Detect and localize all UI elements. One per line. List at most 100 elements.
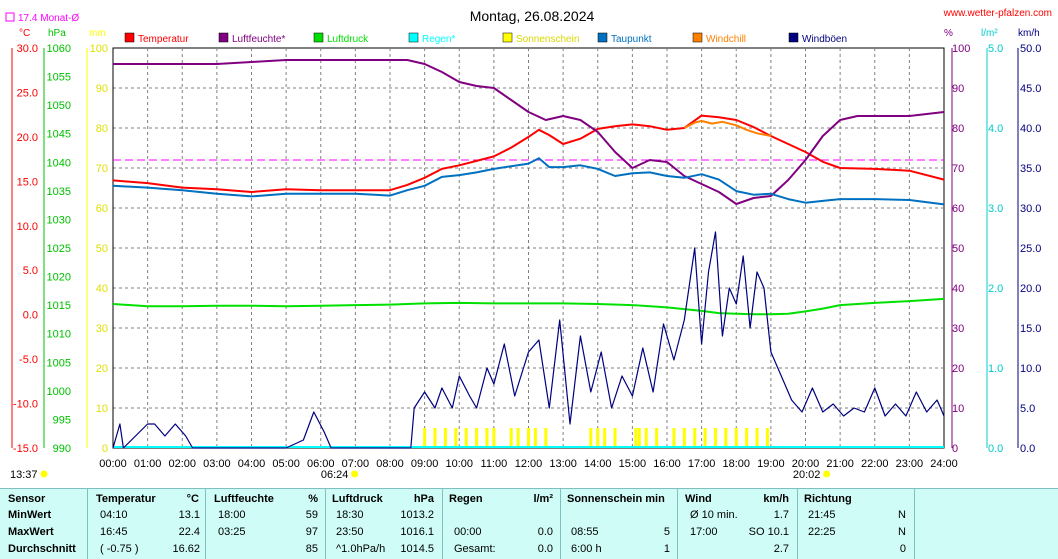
- temp-axis-tick: 25.0: [17, 87, 38, 99]
- press-time: ^1.0hPa/h: [336, 543, 386, 555]
- sunshine-bar: [492, 428, 496, 446]
- x-tick: 23:00: [896, 458, 924, 470]
- humidity-axis-tick: 60: [952, 203, 964, 215]
- header-dir: Richtung: [804, 493, 852, 505]
- rain-mm-axis-tick: 0: [102, 443, 108, 455]
- hum-val: 97: [305, 526, 318, 538]
- x-tick: 01:00: [134, 458, 162, 470]
- table-divider: [914, 488, 915, 559]
- x-tick: 22:00: [861, 458, 889, 470]
- header-wind: Wind: [685, 493, 712, 505]
- sunshine-bar: [703, 428, 707, 446]
- dir-time: 22:25: [808, 526, 836, 538]
- row-label: MaxWert: [8, 526, 54, 538]
- humidity-axis-tick: 20: [952, 363, 964, 375]
- x-tick: 13:00: [549, 458, 577, 470]
- sunshine-bar: [745, 428, 749, 446]
- rain-rate-axis-tick: 3.0: [988, 203, 1003, 215]
- sunshine-bar: [443, 428, 447, 446]
- humidity-axis-tick: 40: [952, 283, 964, 295]
- rain-mm-axis-tick: 30: [96, 323, 108, 335]
- month-avg-marker-icon: [5, 12, 15, 22]
- temp-axis-tick: 30.0: [17, 43, 38, 55]
- series-line-1: [113, 59, 945, 205]
- legend-label-5: Taupunkt: [611, 34, 652, 45]
- sunshine-bar: [464, 428, 468, 446]
- legend-label-0: Temperatur: [138, 34, 189, 45]
- sunshine-bar: [644, 428, 648, 446]
- hum-time: 03:25: [218, 526, 246, 538]
- rain-time: 00:00: [454, 526, 482, 538]
- legend-swatch-1: [218, 32, 229, 43]
- wind-val: 1.7: [773, 509, 789, 521]
- table-divider: [442, 488, 443, 559]
- rain-mm-axis-tick: 70: [96, 163, 108, 175]
- sunshine-bar: [423, 428, 427, 446]
- sunshine-bar: [724, 428, 728, 446]
- temp-time: 04:10: [100, 509, 128, 521]
- sunshine-bar: [509, 428, 513, 446]
- sunshine-bar: [637, 428, 641, 446]
- x-tick: 14:00: [584, 458, 612, 470]
- stats-table: Sensor Temperatur °C Luftfeuchte% Luftdruck h…: [0, 488, 1058, 559]
- site-link[interactable]: www.wetter-pfalzen.com: [943, 8, 1052, 19]
- wind-axis-tick: 5.0: [1020, 403, 1035, 415]
- header-press-unit: hPa: [413, 493, 434, 505]
- humidity-axis-tick: 0: [952, 443, 958, 455]
- legend-swatch-3: [408, 32, 419, 43]
- axes: 30.0 25.0 20.0 15.0 10.0 5.0 0.0 -5.0 -10.0 -15.0…: [10, 43, 1041, 481]
- unit-humidity: %: [944, 28, 953, 39]
- x-tick: 08:00: [376, 458, 404, 470]
- unit-pressure: hPa: [48, 28, 66, 39]
- header-hum-unit: %: [308, 493, 318, 505]
- x-tick: 06:00: [307, 458, 335, 470]
- x-tick: 19:00: [757, 458, 785, 470]
- rain-val: 0.0: [537, 526, 553, 538]
- x-tick: 09:00: [411, 458, 439, 470]
- header-sensor: Sensor: [8, 493, 46, 505]
- sunset-label: 20:02: [793, 469, 821, 481]
- wind-val: SO 10.1: [748, 526, 789, 538]
- dir-time: 21:45: [808, 509, 836, 521]
- sunshine-bar: [765, 428, 769, 446]
- temp-time: 16:45: [100, 526, 128, 538]
- humidity-axis-tick: 50: [952, 243, 964, 255]
- header-rain-unit: l/m²: [533, 493, 553, 505]
- sun-time: 08:55: [571, 526, 599, 538]
- press-val: 1014.5: [400, 543, 434, 555]
- wind-axis-tick: 45.0: [1020, 83, 1041, 95]
- dir-val: N: [898, 509, 906, 521]
- legend-label-3: Regen*: [422, 34, 455, 45]
- table-divider: [87, 488, 88, 559]
- rain-mm-axis-tick: 40: [96, 283, 108, 295]
- rain-mm-axis-tick: 20: [96, 363, 108, 375]
- x-tick: 15:00: [619, 458, 647, 470]
- x-tick: 21:00: [826, 458, 854, 470]
- unit-temp: °C: [19, 28, 30, 39]
- unit-rain: mm: [89, 28, 106, 39]
- x-tick: 20:00: [792, 458, 820, 470]
- sunshine-bar: [527, 428, 530, 446]
- pressure-axis-tick: 1000: [47, 386, 71, 398]
- x-tick: 04:00: [238, 458, 266, 470]
- rain-val: 0.0: [537, 543, 553, 555]
- rain-rate-axis-tick: 5.0: [988, 43, 1003, 55]
- sunshine-bar: [613, 428, 617, 446]
- sun-time: 6:00 h: [571, 543, 602, 555]
- wind-time: Ø 10 min.: [690, 509, 738, 521]
- legend-label-4: Sonnenschein: [516, 34, 579, 45]
- x-tick: 03:00: [203, 458, 231, 470]
- press-val: 1013.2: [400, 509, 434, 521]
- temp-axis-tick: 0.0: [23, 310, 38, 322]
- rain-time: Gesamt:: [454, 543, 496, 555]
- header-temp: Temperatur: [96, 493, 156, 505]
- sunshine-bar: [433, 428, 437, 446]
- sunshine-bar: [713, 428, 717, 446]
- dir-val: N: [898, 526, 906, 538]
- pressure-axis-tick: 1055: [47, 72, 71, 84]
- sunshine-bar: [475, 428, 479, 446]
- header-hum: Luftfeuchte: [214, 493, 274, 505]
- sunshine-bar: [734, 428, 738, 446]
- table-divider: [797, 488, 798, 559]
- series-line-5: [112, 231, 945, 449]
